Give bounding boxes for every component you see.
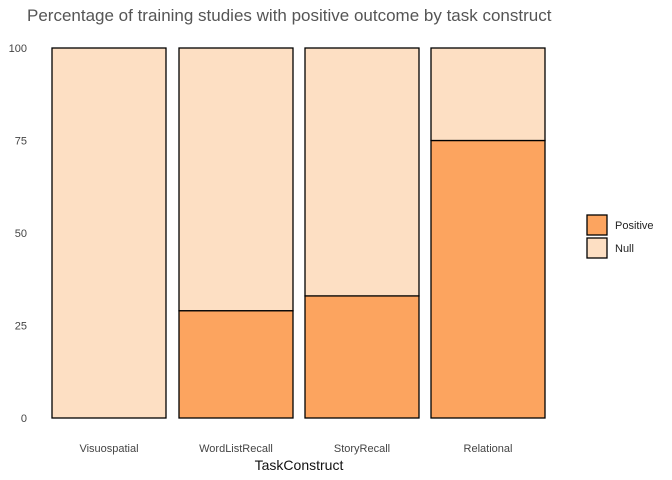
y-tick-label: 50 [15,228,27,240]
legend-swatch-positive [586,214,608,236]
bar-visuospatial-null [51,47,167,419]
bar-word-list-recall-positive [178,310,294,419]
x-axis-title: TaskConstruct [255,457,344,473]
bar-story-recall-null [304,47,420,297]
y-tick-label: 0 [21,413,27,425]
bar-relational-null [430,47,546,142]
bar-story-recall-positive [304,295,420,419]
bars [51,47,546,419]
y-axis: 0 25 50 75 100 [9,43,27,425]
y-tick-label: 100 [9,43,27,55]
x-tick-label: Relational [464,443,513,455]
chart-title: Percentage of training studies with posi… [27,6,552,25]
x-tick-label: StoryRecall [334,443,390,455]
legend-label-null: Null [615,243,634,255]
legend-swatch-null [586,237,608,259]
bar-relational-positive [430,139,546,419]
bar-word-list-recall-null [178,47,294,312]
x-axis: Visuospatial WordListRecall StoryRecall Rel… [79,443,512,455]
y-tick-label: 25 [15,321,27,333]
legend-label-positive: Positive [615,220,654,232]
x-tick-label: WordListRecall [199,443,273,455]
legend: Positive Null [586,214,654,259]
x-tick-label: Visuospatial [79,443,138,455]
y-tick-label: 75 [15,136,27,148]
